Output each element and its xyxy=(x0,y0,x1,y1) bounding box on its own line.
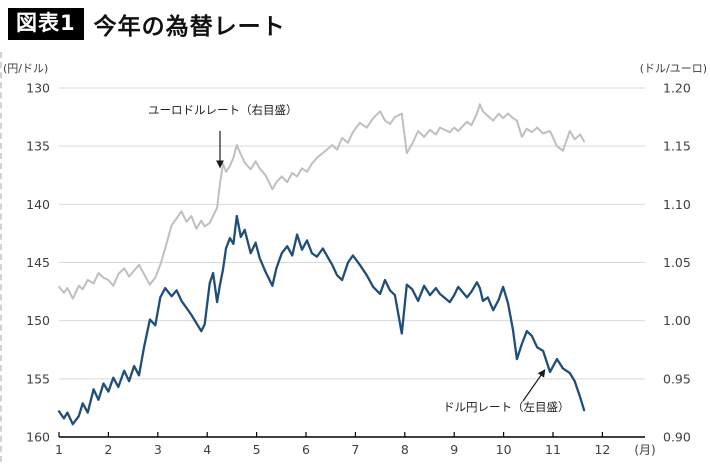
right-axis-tick-label: 1.00 xyxy=(663,313,691,328)
x-tick-label: 12 xyxy=(594,442,610,457)
x-tick-label: 2 xyxy=(104,442,112,457)
right-axis-tick-label: 1.15 xyxy=(663,139,691,154)
right-axis-tick-label: 1.10 xyxy=(663,197,691,212)
left-axis-tick-label: 150 xyxy=(26,313,50,328)
x-tick-label: 5 xyxy=(253,442,261,457)
right-axis-tick-label: 1.05 xyxy=(663,255,691,270)
figure-number-badge: 図表1 xyxy=(8,8,84,40)
x-tick-label: 3 xyxy=(154,442,162,457)
chart-title: 今年の為替レート xyxy=(93,14,286,40)
right-axis-tick-label: 0.95 xyxy=(663,371,691,386)
left-axis-unit-label: (円/ドル) xyxy=(3,62,49,75)
left-dotted-edge xyxy=(0,52,2,462)
usdjpy-series-annotation-label: ドル円レート（左目盛） xyxy=(443,400,570,414)
left-axis-tick-label: 145 xyxy=(26,255,50,270)
usdjpy-annotation-arrow xyxy=(522,369,546,402)
left-axis-tick-label: 130 xyxy=(26,81,50,96)
right-axis-tick-label: 1.20 xyxy=(663,81,691,96)
left-axis-tick-label: 160 xyxy=(26,430,50,445)
x-tick-label: 8 xyxy=(401,442,409,457)
left-axis-tick-label: 140 xyxy=(26,197,50,212)
left-axis-tick-label: 135 xyxy=(26,139,50,154)
x-tick-label: 10 xyxy=(496,442,512,457)
x-tick-label: 4 xyxy=(203,442,211,457)
left-axis-tick-label: 155 xyxy=(26,371,50,386)
usdjpy-line xyxy=(57,214,586,426)
right-axis-unit-label: (ドル/ユーロ) xyxy=(639,62,707,75)
x-tick-label: 9 xyxy=(450,442,458,457)
chart-header: 図表1 今年の為替レート xyxy=(8,7,286,41)
x-tick-label: 6 xyxy=(302,442,310,457)
x-tick-label: 7 xyxy=(351,442,359,457)
x-tick-label: 11 xyxy=(545,442,561,457)
eurusd-line xyxy=(58,103,586,300)
right-axis-tick-label: 0.90 xyxy=(663,430,691,445)
x-tick-label: 1 xyxy=(55,442,63,457)
x-axis-month-unit: (月) xyxy=(634,443,655,457)
eurusd-series-annotation-label: ユーロドルレート（右目盛） xyxy=(148,103,298,117)
